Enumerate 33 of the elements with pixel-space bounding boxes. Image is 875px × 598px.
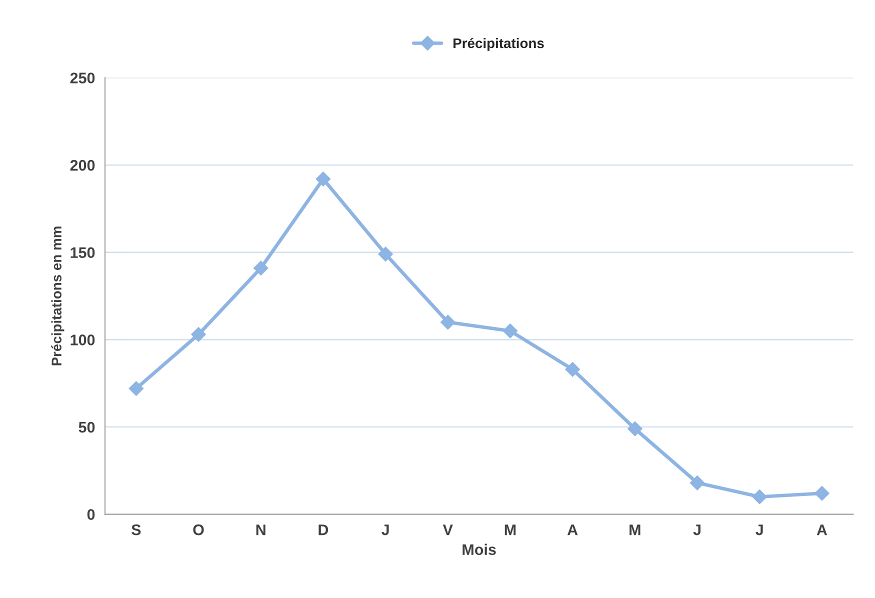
point <box>628 421 642 436</box>
y-tick-label: 50 <box>78 422 95 433</box>
y-axis-title: Précipitations en mm <box>51 226 64 366</box>
y-tick-label: 150 <box>70 247 95 258</box>
point <box>128 381 144 396</box>
point <box>814 486 830 501</box>
y-tick-label: 250 <box>70 72 95 84</box>
point <box>191 327 206 342</box>
point <box>316 172 331 186</box>
point <box>690 475 705 490</box>
point <box>253 260 268 276</box>
x-tick-label: M <box>504 524 516 536</box>
x-tick-label: J <box>382 524 389 536</box>
x-tick-label: A <box>567 524 578 536</box>
point <box>752 489 768 504</box>
y-tick-label: 0 <box>87 509 95 520</box>
point <box>440 314 456 330</box>
legend-label: Précipitations <box>454 38 544 51</box>
point <box>502 324 518 338</box>
x-tick-label: J <box>693 524 700 536</box>
point <box>565 362 580 377</box>
x-axis-title: Mois <box>462 544 496 556</box>
x-tick-label: S <box>132 524 141 536</box>
point <box>378 246 393 262</box>
x-tick-label: D <box>318 524 328 536</box>
x-tick-label: M <box>630 524 640 536</box>
x-tick-label: N <box>256 524 266 536</box>
x-tick-label: J <box>756 524 763 536</box>
x-tick-label: O <box>193 524 204 536</box>
y-tick-label: 200 <box>70 160 95 171</box>
x-tick-label: A <box>816 524 828 536</box>
x-tick-label: V <box>442 524 453 536</box>
y-tick-label: 100 <box>70 334 95 346</box>
